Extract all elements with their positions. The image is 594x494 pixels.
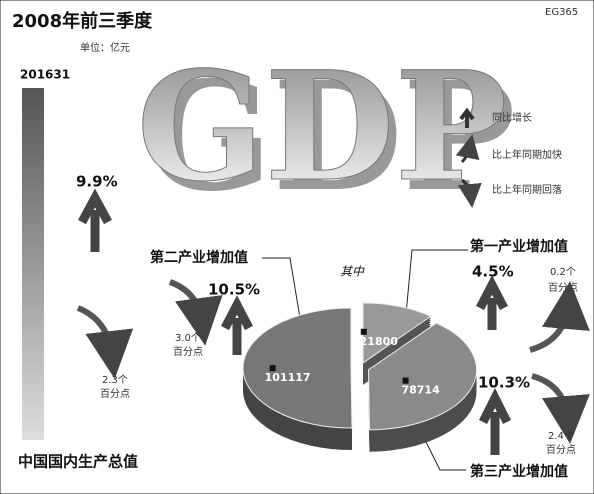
legend-entry: 同比增长: [492, 111, 532, 124]
total-change: 百分点: [100, 388, 130, 400]
legend-entry: 比上年同期加快: [492, 148, 562, 161]
category-label: 第一产业增加值: [470, 238, 568, 255]
legend-entry: 比上年同期回落: [492, 183, 562, 196]
center-label: 其中: [340, 265, 365, 279]
growth: 10.3%: [478, 374, 530, 392]
total-growth: 9.9%: [76, 173, 118, 191]
infographic: GDP GDP 2008年前三季度 单位：亿元 EG365 同比增长 比上年同期…: [0, 0, 594, 494]
title: 2008年前三季度: [12, 10, 153, 32]
source: EG365: [545, 7, 578, 18]
change: 百分点: [546, 444, 576, 456]
change: 百分点: [548, 282, 578, 294]
change: 0.2个: [550, 266, 576, 278]
subtitle: 单位：亿元: [80, 41, 130, 54]
growth: 10.5%: [208, 281, 260, 299]
total-label: 中国国内生产总值: [18, 453, 138, 471]
change: 百分点: [173, 346, 203, 358]
change: 2.4个: [548, 430, 574, 442]
pie-value-label: 78714: [401, 384, 440, 397]
category-label: 第二产业增加值: [150, 249, 248, 266]
pie-value-label: 101117: [265, 371, 311, 384]
category-label: 第三产业增加值: [470, 463, 568, 480]
total-bar: [22, 88, 44, 440]
pie-value-label: 21800: [360, 335, 399, 348]
change: 3.0个: [175, 332, 201, 344]
total-change: 2.3个: [102, 374, 128, 386]
total-value-label: 201631: [20, 68, 70, 82]
watermark: GDP: [137, 39, 508, 215]
page: {"chart_data": { "type": "pie", "title":…: [0, 0, 594, 494]
